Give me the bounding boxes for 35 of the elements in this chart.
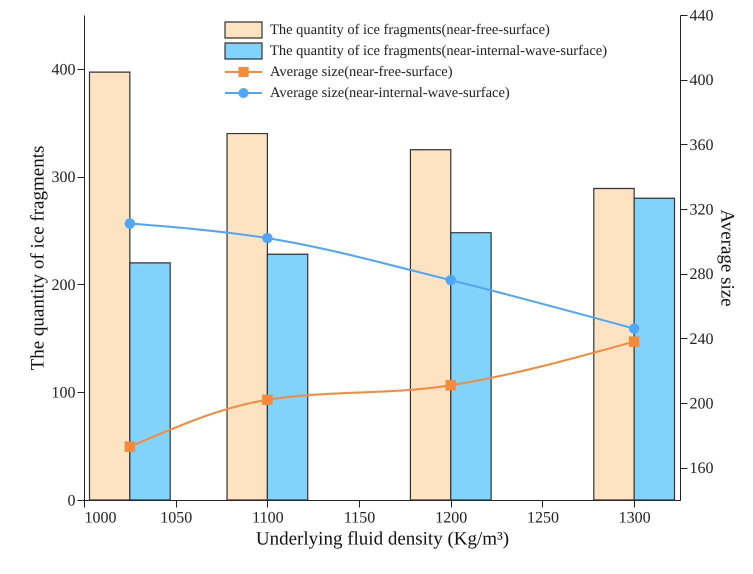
x-tick-label: 1000 (84, 510, 116, 526)
x-tick-label: 1100 (252, 510, 284, 526)
y-tick-label: 200 (52, 276, 76, 294)
y2-tick-label: 200 (690, 396, 714, 412)
x-axis-title: Underlying fluid density (Kg/m³) (256, 528, 510, 550)
legend-label: Average size(near-free-surface) (270, 64, 453, 80)
x-tick-label: 1250 (526, 510, 559, 526)
y-axis-title: The quantity of ice fragments (28, 146, 48, 370)
y2-axis-title: Average size (716, 209, 738, 307)
point (628, 336, 640, 347)
x-tick-label: 1050 (160, 510, 192, 526)
y2-tick-label: 360 (690, 136, 714, 154)
y2-tick-label: 320 (690, 202, 714, 218)
y2-tick-label: 160 (690, 460, 714, 478)
point (446, 380, 456, 390)
y-tick-label: 100 (52, 384, 76, 402)
point (628, 323, 640, 334)
y-tick-label: 400 (52, 61, 76, 78)
point (262, 394, 273, 406)
point (124, 218, 136, 229)
x-tick-label: 1300 (618, 510, 651, 526)
x-tick-label: 1150 (344, 510, 376, 526)
point (446, 274, 456, 286)
y2-tick-label: 440 (690, 8, 714, 24)
y-tick-label: 300 (52, 169, 76, 186)
point (124, 441, 136, 452)
point (262, 232, 273, 244)
legend-label: The quantity of ice fragments(near-internal-wave-surface) (270, 43, 608, 59)
y2-tick-label: 240 (690, 330, 714, 348)
y2-tick-label: 400 (690, 72, 714, 90)
y-tick-label: 0 (68, 492, 76, 510)
y2-tick-label: 280 (690, 266, 714, 284)
legend-label: Average size(near-internal-wave-surface) (270, 85, 510, 101)
x-tick-label: 1200 (435, 510, 468, 526)
legend-label: The quantity of ice fragments(near-free-surface) (270, 22, 550, 38)
